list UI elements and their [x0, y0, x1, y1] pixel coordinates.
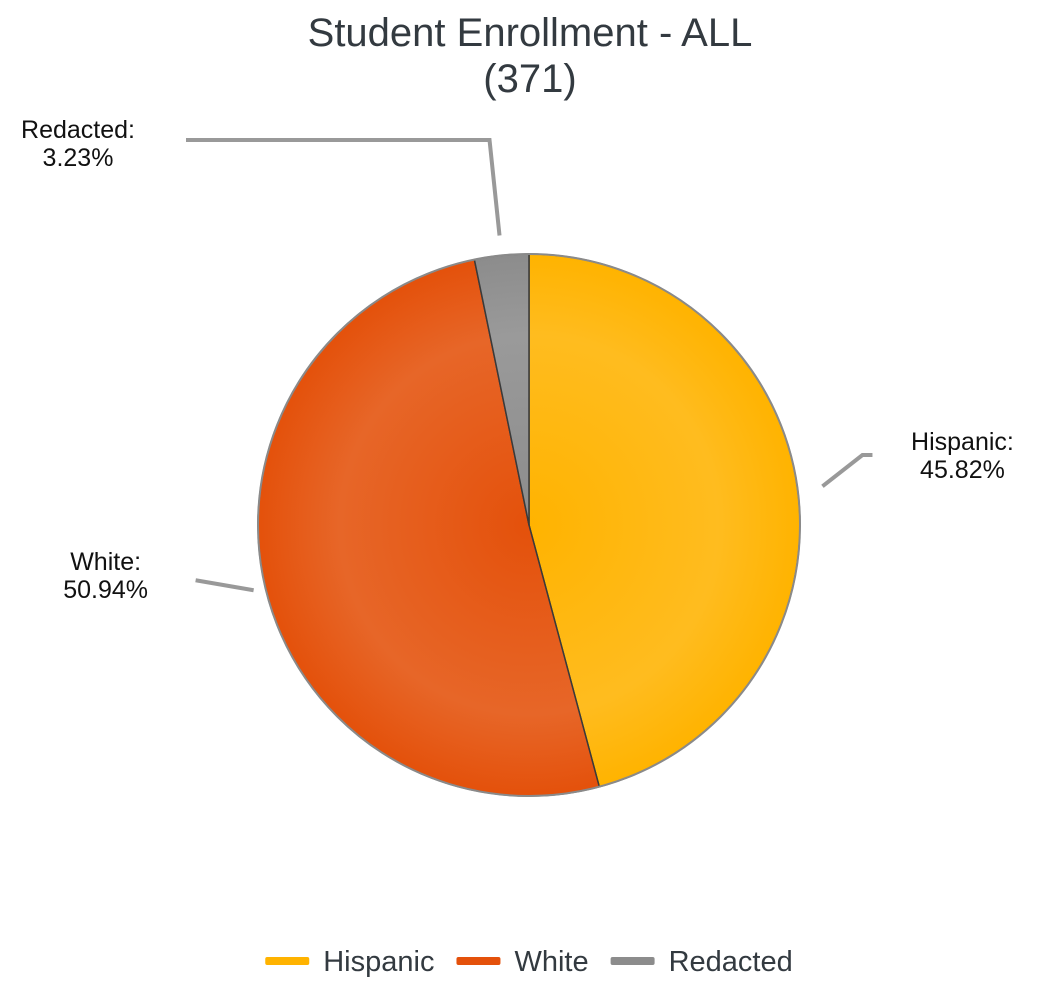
chart-title: Student Enrollment - ALL	[308, 11, 753, 55]
leader-line-redacted	[186, 138, 502, 236]
leader-line-white	[195, 578, 254, 593]
pie-outline	[257, 253, 801, 797]
legend-swatch-redacted	[610, 957, 655, 965]
legend-item-hispanic[interactable]: Hispanic	[265, 946, 434, 978]
slice-percent-white: 50.94%	[63, 576, 148, 604]
legend-label-redacted: Redacted	[669, 946, 793, 978]
legend-swatch-white	[456, 957, 501, 965]
slice-label-redacted: Redacted:	[21, 116, 135, 144]
leader-lines	[186, 138, 873, 593]
legend-swatch-hispanic	[265, 957, 310, 965]
slice-labels: Hispanic:45.82% White:50.94% Redacted:3.23…	[21, 116, 1014, 604]
legend: Hispanic White Redacted	[265, 946, 793, 978]
legend-label-white: White	[514, 946, 588, 978]
slice-label-hispanic: Hispanic:	[911, 428, 1014, 456]
slice-label-white: White:	[70, 548, 141, 576]
legend-item-white[interactable]: White	[456, 946, 589, 978]
legend-label-hispanic: Hispanic	[323, 946, 434, 978]
leader-line-hispanic	[821, 453, 873, 488]
pie-slices	[257, 253, 801, 797]
slice-percent-hispanic: 45.82%	[920, 456, 1005, 484]
slice-percent-redacted: 3.23%	[43, 144, 114, 172]
legend-item-redacted[interactable]: Redacted	[610, 946, 793, 978]
chart-subtitle: (371)	[483, 57, 576, 101]
